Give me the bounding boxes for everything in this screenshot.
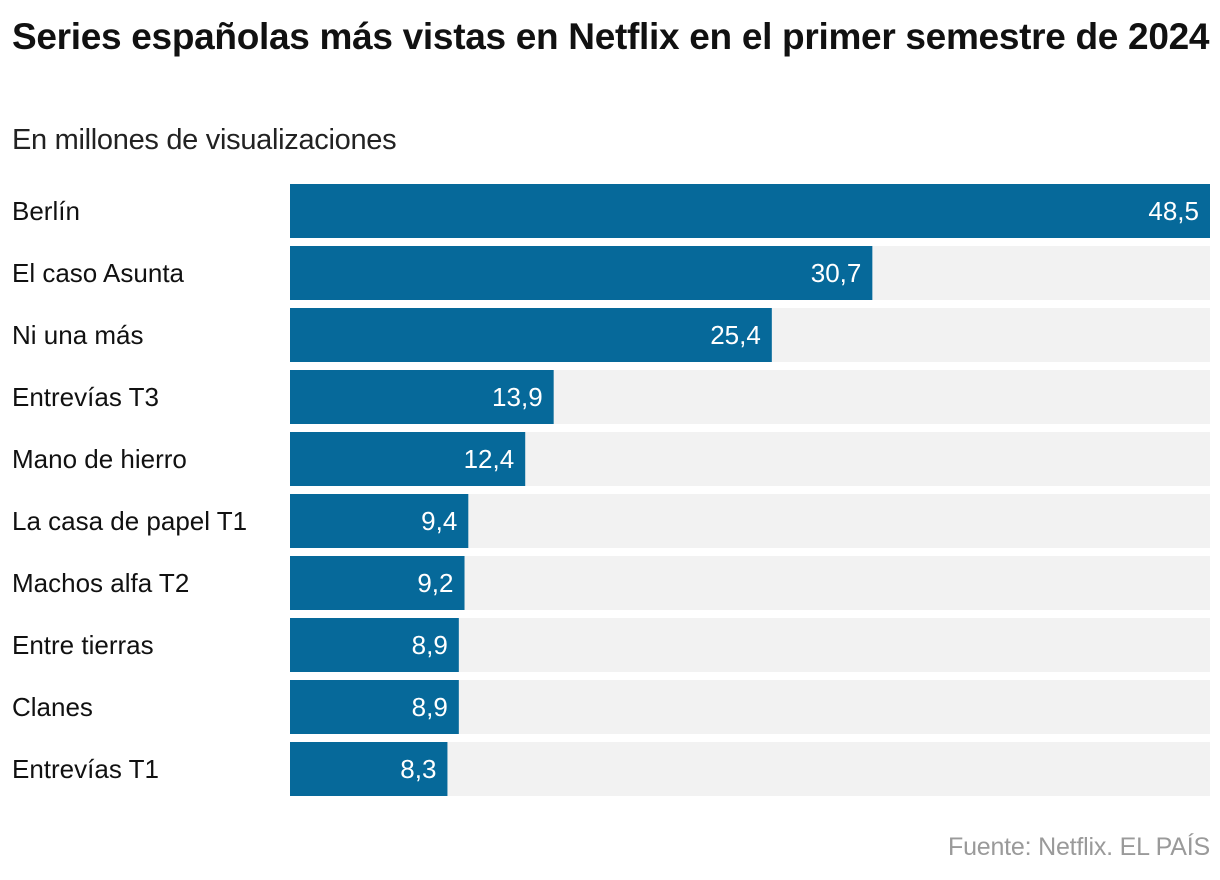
bar	[290, 370, 554, 424]
category-label: Mano de hierro	[12, 444, 187, 474]
category-label: El caso Asunta	[12, 258, 185, 288]
bar	[290, 246, 873, 300]
bar	[290, 618, 459, 672]
bar-row: Mano de hierro 12,4	[12, 432, 1210, 486]
category-label: Entrevías T1	[12, 754, 159, 784]
bar	[290, 494, 469, 548]
bar-chart: Berlín 48,5 El caso Asunta 30,7 Ni una más 25…	[12, 184, 1210, 796]
value-label: 9,2	[417, 568, 453, 598]
chart-title: Series españolas más vistas en Netflix e…	[12, 16, 1210, 57]
value-label: 48,5	[1148, 196, 1199, 226]
bar-row: Entrevías T1 8,3	[12, 742, 1210, 796]
value-label: 25,4	[710, 320, 761, 350]
category-label: Clanes	[12, 692, 93, 722]
bar-row: Machos alfa T2 9,2	[12, 556, 1210, 610]
value-label: 8,3	[400, 754, 436, 784]
bar-row: Entre tierras 8,9	[12, 618, 1210, 672]
value-label: 8,9	[412, 692, 448, 722]
value-label: 30,7	[811, 258, 862, 288]
bar-row: El caso Asunta 30,7	[12, 246, 1210, 300]
category-label: Entrevías T3	[12, 382, 159, 412]
chart-subtitle: En millones de visualizaciones	[12, 124, 397, 156]
category-label: Machos alfa T2	[12, 568, 189, 598]
bar	[290, 680, 459, 734]
value-label: 13,9	[492, 382, 543, 412]
bar-row: Ni una más 25,4	[12, 308, 1210, 362]
bar	[290, 556, 465, 610]
bar	[290, 742, 448, 796]
category-label: Berlín	[12, 196, 80, 226]
value-label: 9,4	[421, 506, 457, 536]
bar-row: Entrevías T3 13,9	[12, 370, 1210, 424]
category-label: Entre tierras	[12, 630, 154, 660]
bar-row: La casa de papel T1 9,4	[12, 494, 1210, 548]
bar	[290, 308, 772, 362]
bar	[290, 432, 526, 486]
source-note: Fuente: Netflix. EL PAÍS	[948, 833, 1210, 861]
category-label: Ni una más	[12, 320, 144, 350]
value-label: 8,9	[412, 630, 448, 660]
bar-row: Clanes 8,9	[12, 680, 1210, 734]
bar	[290, 184, 1210, 238]
bar-row: Berlín 48,5	[12, 184, 1210, 238]
value-label: 12,4	[464, 444, 515, 474]
category-label: La casa de papel T1	[12, 506, 247, 536]
